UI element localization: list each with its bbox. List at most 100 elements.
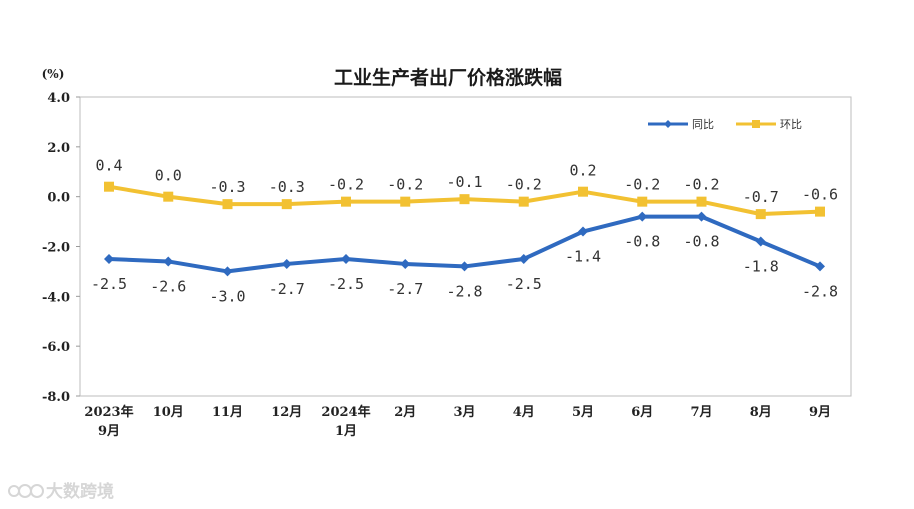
data-label: -0.2 xyxy=(387,176,423,194)
x-tick-label-line: 4月 xyxy=(513,405,535,420)
series-group xyxy=(104,181,825,277)
x-tick-label-line: 2023年 xyxy=(84,404,133,420)
x-tick-label: 7月 xyxy=(690,405,712,420)
y-tick-label: 0.0 xyxy=(47,191,70,206)
logo-ring-icon xyxy=(18,484,32,498)
chart-title: 工业生产者出厂价格涨跌幅 xyxy=(334,66,562,89)
data-label: -2.5 xyxy=(328,275,364,293)
data-point xyxy=(755,209,766,220)
x-tick-label-line: 9月 xyxy=(98,424,120,439)
data-label: -0.3 xyxy=(209,178,245,196)
data-point xyxy=(578,186,588,197)
data-label: -0.2 xyxy=(506,176,542,194)
x-tick-label-line: 12月 xyxy=(271,405,302,420)
legend-label: 同比 xyxy=(692,118,714,131)
data-point xyxy=(637,211,648,222)
data-labels: -2.5 -2.6 -3.0 -2.7 -2.5 -2.7 -2.8 -2.5 -1.4 -0.8… xyxy=(91,157,838,306)
data-label: -2.7 xyxy=(387,280,423,298)
legend-marker xyxy=(752,120,760,128)
y-tick-label: -6.0 xyxy=(42,340,70,355)
data-point xyxy=(815,261,825,272)
x-tick-label: 2023年 9月 xyxy=(84,404,133,439)
x-tick-label-line: 6月 xyxy=(631,405,653,420)
data-point xyxy=(578,226,588,237)
data-label: -0.1 xyxy=(446,173,482,191)
data-point xyxy=(637,196,648,207)
data-point xyxy=(696,196,707,207)
x-tick-label-line: 7月 xyxy=(690,405,712,420)
data-label: -2.5 xyxy=(91,275,127,293)
data-label: -0.2 xyxy=(624,176,660,194)
plot-area-frame xyxy=(79,96,852,397)
x-tick-label: 11月 xyxy=(212,405,243,420)
x-tick-label-line: 2月 xyxy=(394,405,416,420)
data-point xyxy=(222,199,233,210)
y-tick-label: -8.0 xyxy=(42,390,70,405)
y-axis-unit: (%) xyxy=(42,67,65,81)
logo-ring-icon xyxy=(8,485,20,497)
y-tick-label: 4.0 xyxy=(47,91,70,106)
data-point xyxy=(281,199,292,210)
data-point xyxy=(341,253,351,264)
data-point xyxy=(163,256,174,267)
data-label: -2.8 xyxy=(802,282,838,300)
data-label: -1.4 xyxy=(565,248,601,266)
data-label: -3.0 xyxy=(209,287,245,305)
x-tick-label: 8月 xyxy=(750,405,772,420)
data-point xyxy=(815,206,825,217)
data-label: -0.3 xyxy=(269,178,305,196)
data-point xyxy=(163,191,174,202)
data-point xyxy=(341,196,351,207)
data-point xyxy=(281,258,292,269)
data-point xyxy=(400,196,411,207)
x-tick-label-line: 8月 xyxy=(750,405,772,420)
x-tick-label-line: 5月 xyxy=(572,405,594,420)
data-point xyxy=(696,211,707,222)
legend-marker xyxy=(664,120,672,128)
data-label: -0.2 xyxy=(683,176,719,194)
data-label: -0.2 xyxy=(328,176,364,194)
data-label: -0.8 xyxy=(683,233,719,251)
x-tick-label: 6月 xyxy=(631,405,653,420)
x-tick-label: 2024年 1月 xyxy=(321,404,370,439)
data-point xyxy=(459,194,470,205)
data-point xyxy=(459,261,470,272)
y-tick-label: -2.0 xyxy=(42,241,70,256)
data-label: 0.4 xyxy=(95,157,122,175)
data-point xyxy=(104,181,114,192)
x-tick-label-line: 3月 xyxy=(453,405,475,420)
x-tick-label: 9月 xyxy=(809,405,831,420)
data-label: 0.0 xyxy=(155,167,182,185)
data-point xyxy=(518,196,529,207)
x-axis: 2023年 9月 10月 11月 12月 2024年 1月 2月 3月 4月 5月 6月 7月 8月 9月 xyxy=(84,404,831,439)
y-tick-label: -4.0 xyxy=(42,290,70,305)
data-label: -2.5 xyxy=(506,275,542,293)
data-label: -1.8 xyxy=(743,258,779,276)
x-tick-label: 2月 xyxy=(394,405,416,420)
data-label: -0.8 xyxy=(624,233,660,251)
data-point xyxy=(755,236,766,247)
data-label: 0.2 xyxy=(569,162,596,180)
x-tick-label-line: 1月 xyxy=(335,424,357,439)
legend-label: 环比 xyxy=(780,118,802,131)
x-tick-label-line: 9月 xyxy=(809,405,831,420)
data-label: -2.7 xyxy=(269,280,305,298)
legend: 同比 环比 xyxy=(648,118,802,131)
data-point xyxy=(518,253,529,264)
data-point xyxy=(104,253,114,264)
data-label: -0.7 xyxy=(743,188,779,206)
x-tick-label: 4月 xyxy=(513,405,535,420)
x-tick-label: 3月 xyxy=(453,405,475,420)
data-label: -2.8 xyxy=(446,282,482,300)
x-tick-label: 5月 xyxy=(572,405,594,420)
data-label: -0.6 xyxy=(802,186,838,204)
x-tick-label-line: 2024年 xyxy=(321,404,370,420)
x-tick-label: 12月 xyxy=(271,405,302,420)
logo-ring-icon xyxy=(30,484,44,498)
watermark-text: 大数跨境 xyxy=(46,481,114,502)
data-point xyxy=(400,258,411,269)
x-tick-label: 10月 xyxy=(153,405,184,420)
x-tick-label-line: 11月 xyxy=(212,405,243,420)
x-tick-label-line: 10月 xyxy=(153,405,184,420)
